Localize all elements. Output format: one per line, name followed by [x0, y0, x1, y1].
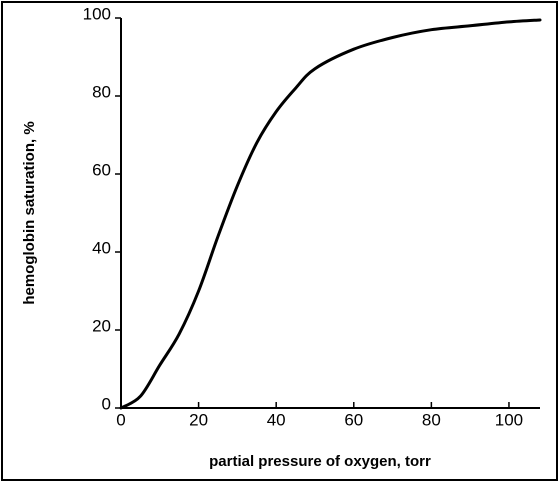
y-tick-label: 20 [92, 316, 111, 335]
x-tick-label: 100 [495, 410, 523, 429]
y-tick-label: 60 [92, 160, 111, 179]
x-tick-label: 20 [189, 410, 208, 429]
y-tick-label: 100 [83, 4, 111, 23]
curve [119, 18, 542, 410]
y-tick-label: 40 [92, 238, 111, 257]
y-tick-label: 80 [92, 82, 111, 101]
y-axis-label: hemoglobin saturation, % [21, 121, 38, 304]
x-axis-label: partial pressure of oxygen, torr [209, 453, 431, 470]
x-tick-label: 40 [267, 410, 286, 429]
x-tick-label: 0 [116, 410, 125, 429]
x-tick-label: 80 [422, 410, 441, 429]
y-tick-label: 0 [102, 394, 111, 413]
x-tick-label: 60 [344, 410, 363, 429]
